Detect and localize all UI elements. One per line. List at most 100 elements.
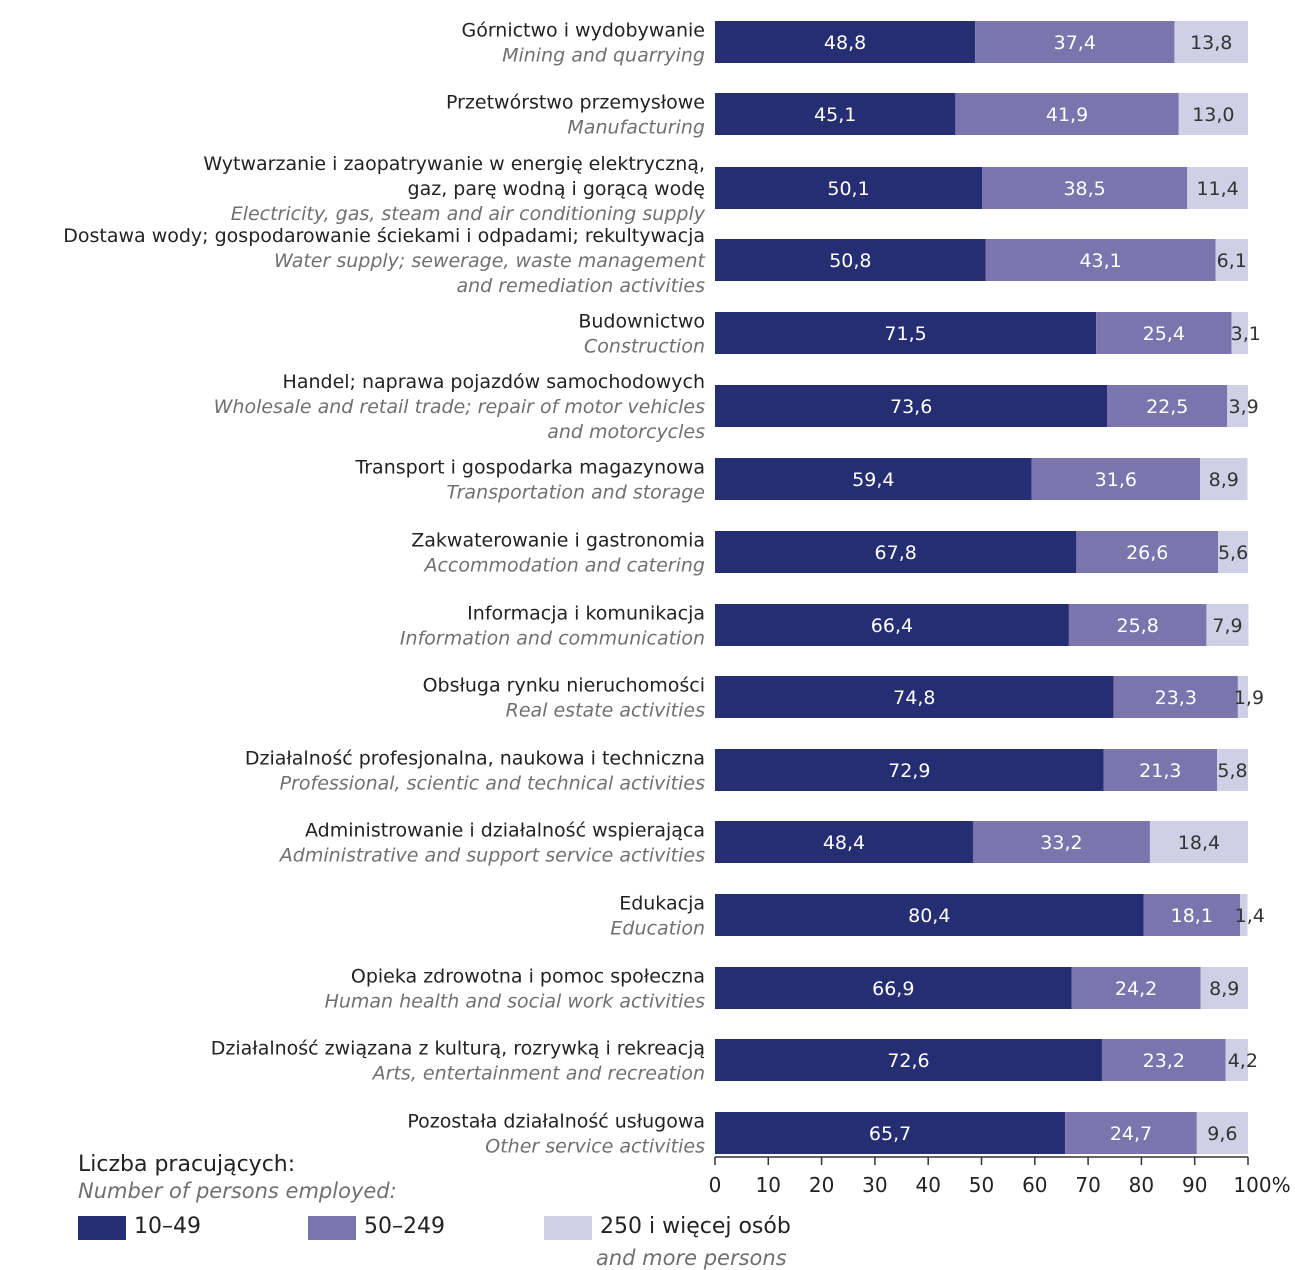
- category-label-pl: Handel; naprawa pojazdów samochodowych: [283, 371, 705, 393]
- category-label-pl: Budownictwo: [578, 311, 705, 333]
- x-tick-label: 60: [1022, 1173, 1047, 1197]
- bar-value-label: 8,9: [1209, 469, 1239, 491]
- bar-value-label: 4,2: [1228, 1050, 1258, 1072]
- bar-segment: [715, 1039, 1102, 1081]
- bar-value-label: 26,6: [1126, 542, 1168, 564]
- category-label-en: Accommodation and catering: [422, 555, 705, 577]
- bar-segment: [1076, 531, 1219, 573]
- category-label-en: Arts, entertainment and recreation: [371, 1063, 705, 1085]
- bar-segment: [1149, 821, 1248, 863]
- bar-segment: [715, 458, 1032, 500]
- category-label-pl: Działalność związana z kulturą, rozrywką…: [211, 1038, 705, 1060]
- bar-segment: [982, 167, 1188, 209]
- legend-label-250-plus: 250 i więcej osób: [600, 1214, 791, 1239]
- bar-segment: [715, 821, 973, 863]
- bar-value-label: 59,4: [852, 469, 894, 491]
- bar-value-label: 21,3: [1139, 760, 1181, 782]
- bar-segment: [1103, 749, 1218, 791]
- bar-value-label: 5,6: [1218, 542, 1248, 564]
- bar-value-label: 24,7: [1110, 1123, 1152, 1145]
- bar-segment: [975, 21, 1175, 63]
- legend-label-50-249: 50–249: [364, 1214, 445, 1239]
- x-tick-label: 90: [1182, 1173, 1207, 1197]
- bar-segment: [1240, 894, 1248, 936]
- bar-value-label: 23,3: [1155, 687, 1197, 709]
- category-label-en: Electricity, gas, steam and air conditio…: [231, 203, 706, 225]
- bar-segment: [1096, 312, 1232, 354]
- bar-value-label: 48,8: [824, 32, 866, 54]
- bar-value-label: 66,9: [872, 978, 914, 1000]
- bar-segment: [1200, 458, 1248, 500]
- bar-value-label: 8,9: [1209, 978, 1239, 1000]
- bar-segment: [715, 385, 1108, 427]
- category-label-en: Wholesale and retail trade; repair of mo…: [214, 396, 705, 418]
- bar-segment: [715, 604, 1069, 646]
- bar-value-label: 73,6: [890, 396, 932, 418]
- legend-sublabel-250-plus: and more persons: [596, 1246, 787, 1270]
- x-tick-label: 10: [756, 1173, 781, 1197]
- category-label-pl: Zakwaterowanie i gastronomia: [411, 530, 705, 552]
- bar-value-label: 41,9: [1046, 104, 1088, 126]
- bar-value-label: 24,2: [1115, 978, 1157, 1000]
- bar-value-label: 13,8: [1190, 32, 1232, 54]
- bar-segment: [715, 21, 976, 63]
- category-label-pl: Górnictwo i wydobywanie: [461, 20, 705, 42]
- legend-subtitle: Number of persons employed:: [78, 1179, 397, 1203]
- bar-segment: [1215, 239, 1248, 281]
- bar-value-label: 67,8: [875, 542, 917, 564]
- bar-segment: [1200, 967, 1248, 1009]
- bar-segment: [1071, 967, 1201, 1009]
- bar-value-label: 72,9: [888, 760, 930, 782]
- bar-value-label: 1,4: [1235, 905, 1265, 927]
- legend-swatch-10-49: [78, 1216, 126, 1240]
- bar-segment: [1227, 385, 1248, 427]
- category-label-pl: Dostawa wody; gospodarowanie ściekami i …: [63, 225, 705, 247]
- category-label-pl: Administrowanie i działalność wspierając…: [305, 820, 705, 842]
- bar-segment: [1068, 604, 1207, 646]
- bar-value-label: 13,0: [1192, 104, 1234, 126]
- bar-segment: [715, 967, 1072, 1009]
- bar-segment: [1218, 531, 1248, 573]
- category-label-pl: gaz, parę wodną i gorącą wodę: [408, 178, 705, 200]
- bar-value-label: 38,5: [1063, 178, 1105, 200]
- category-label-pl: Przetwórstwo przemysłowe: [446, 92, 705, 114]
- x-tick-label: 40: [915, 1173, 940, 1197]
- bar-segment: [715, 676, 1114, 718]
- category-label-en: Water supply; sewerage, waste management: [274, 250, 707, 272]
- category-label-pl: Działalność profesjonalna, naukowa i tec…: [245, 748, 705, 770]
- category-label-pl: Wytwarzanie i zaopatrywanie w energię el…: [203, 153, 705, 175]
- bar-value-label: 33,2: [1040, 832, 1082, 854]
- legend-swatch-50-249: [308, 1216, 356, 1240]
- category-label-en: and motorcycles: [547, 421, 705, 443]
- bar-value-label: 50,1: [827, 178, 869, 200]
- bar-segment: [715, 239, 986, 281]
- x-tick-label: 30: [862, 1173, 887, 1197]
- category-label-en: Real estate activities: [506, 700, 705, 722]
- category-label-pl: Pozostała działalność usługowa: [407, 1111, 705, 1133]
- x-tick-label: 20: [809, 1173, 834, 1197]
- bar-segment: [1237, 676, 1248, 718]
- legend-label-10-49: 10–49: [134, 1214, 201, 1239]
- category-label-en: Professional, scientic and technical act…: [280, 773, 705, 795]
- bar-value-label: 7,9: [1212, 615, 1242, 637]
- bar-value-label: 11,4: [1196, 178, 1238, 200]
- bar-segment: [1225, 1039, 1248, 1081]
- bar-segment: [1206, 604, 1249, 646]
- category-label-pl: Edukacja: [619, 893, 705, 915]
- x-tick-label: 100%: [1233, 1173, 1290, 1197]
- bar-value-label: 1,9: [1234, 687, 1264, 709]
- bar-value-label: 80,4: [908, 905, 950, 927]
- bar-segment: [1231, 312, 1248, 354]
- bar-segment: [1065, 1112, 1197, 1154]
- bar-value-label: 72,6: [887, 1050, 929, 1072]
- bar-segment: [1031, 458, 1201, 500]
- x-tick-label: 70: [1075, 1173, 1100, 1197]
- bar-value-label: 65,7: [869, 1123, 911, 1145]
- bar-value-label: 3,1: [1231, 323, 1261, 345]
- bar-value-label: 5,8: [1217, 760, 1247, 782]
- bar-segment: [1113, 676, 1238, 718]
- x-tick-label: 80: [1129, 1173, 1154, 1197]
- bar-value-label: 3,9: [1228, 396, 1258, 418]
- bar-segment: [1187, 167, 1248, 209]
